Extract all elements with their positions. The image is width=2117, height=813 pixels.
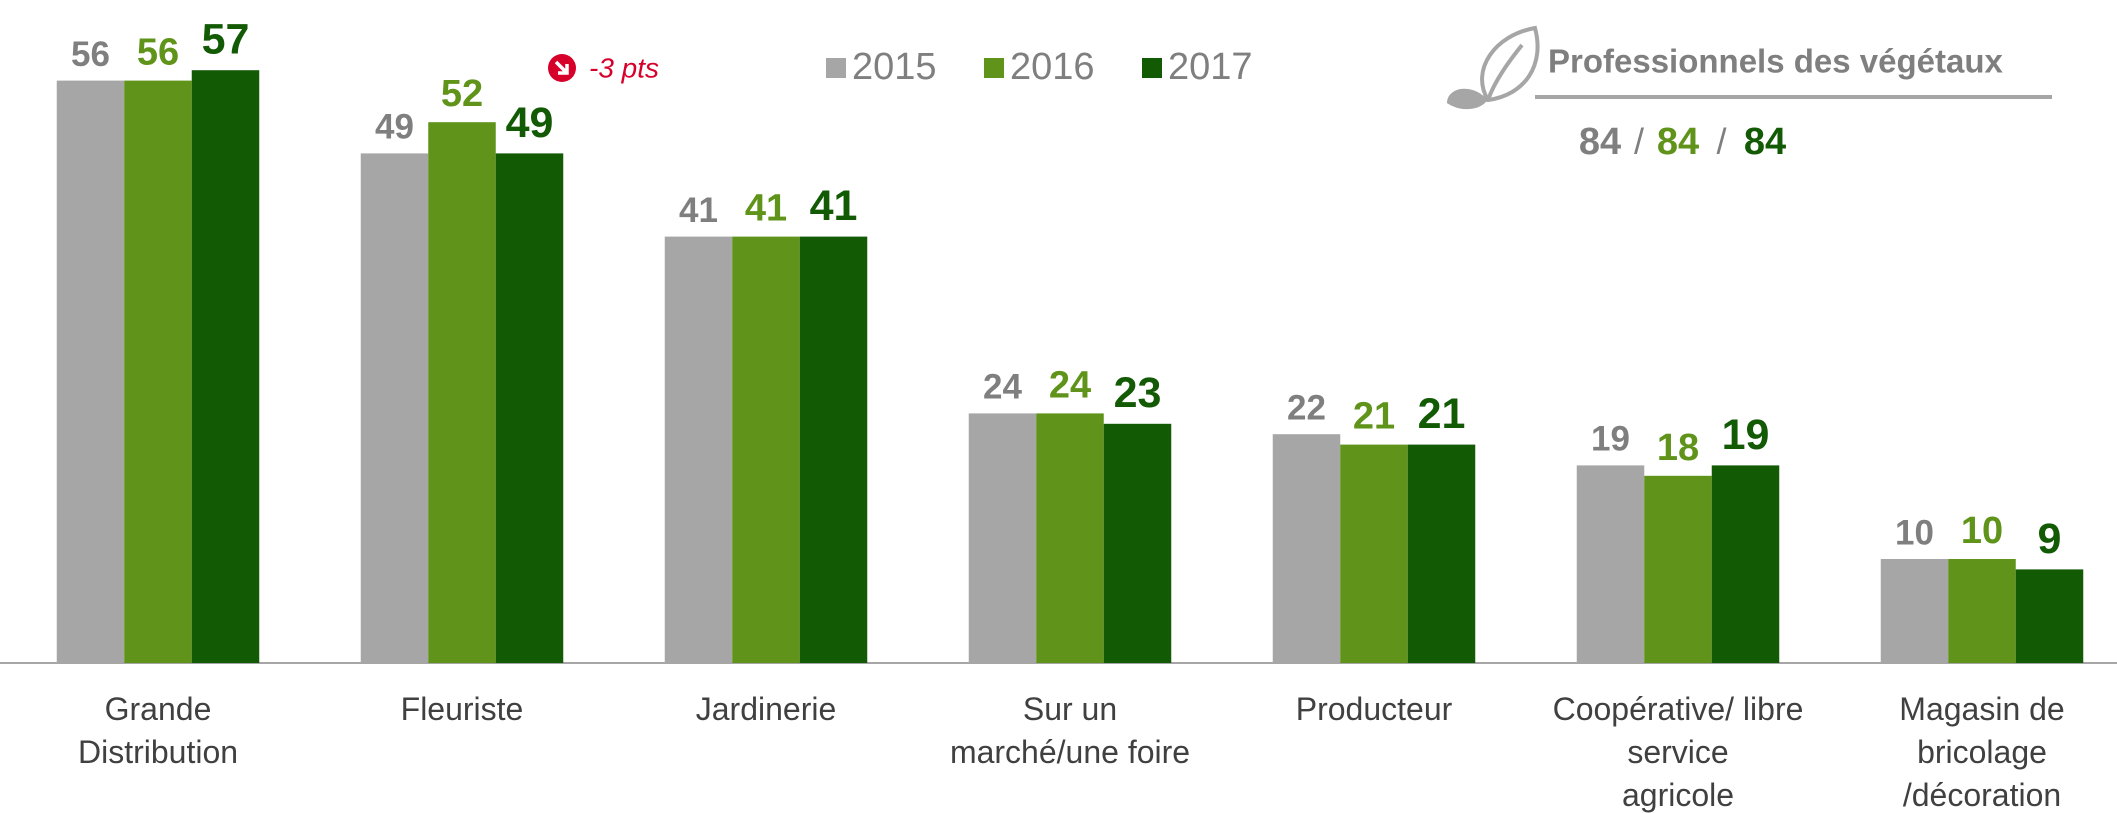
summary-separator: / (1716, 121, 1726, 162)
bar (56, 80, 125, 664)
value-label: 24 (983, 368, 1022, 407)
bar (191, 70, 260, 663)
value-label: 41 (745, 188, 787, 230)
legend-swatch (1142, 58, 1162, 78)
value-label: 21 (1418, 390, 1466, 438)
x-tick-label: Fleuriste (400, 691, 524, 727)
bar (495, 153, 564, 663)
value-label: 41 (679, 191, 718, 230)
bar (360, 153, 429, 663)
summary-separator: / (1634, 121, 1644, 162)
value-label: 24 (1049, 364, 1091, 406)
value-label: 9 (2038, 515, 2062, 563)
legend-label: 2016 (1010, 46, 1095, 88)
bar (1576, 465, 1645, 663)
bar (1272, 434, 1341, 663)
bar (732, 236, 800, 663)
value-label: 18 (1657, 427, 1699, 469)
value-label: 10 (1961, 510, 2003, 552)
value-label: 57 (202, 16, 250, 64)
legend-label: 2015 (852, 46, 937, 88)
x-tick-label: Jardinerie (695, 691, 837, 727)
bar (124, 80, 192, 664)
x-tick-label: Magasin de bricolage /décoration (1899, 691, 2065, 813)
x-tick-label: Coopérative/ libre service agricole (1552, 691, 1804, 813)
bar (1036, 413, 1104, 663)
value-label: 56 (71, 35, 110, 74)
leaf-icon (1446, 25, 1540, 109)
summary-value: 84 (1657, 121, 1699, 163)
value-label: 22 (1287, 388, 1326, 427)
legend-swatch (826, 58, 846, 78)
bar (1103, 423, 1172, 663)
x-tick-label: Sur un marché/une foire (949, 691, 1191, 770)
bar (1880, 559, 1949, 663)
x-tick-label: Grande Distribution (77, 691, 239, 770)
value-label: 52 (441, 73, 483, 115)
bar (799, 236, 868, 663)
value-label: 49 (375, 108, 414, 147)
value-label: 23 (1114, 369, 1162, 417)
bar (1711, 465, 1780, 663)
x-tick-label: Producteur (1295, 691, 1453, 727)
bar (968, 413, 1037, 663)
value-label: 56 (137, 32, 179, 74)
bar (1948, 559, 2016, 663)
annotation: -3 pts (589, 52, 659, 83)
value-label: 21 (1353, 396, 1395, 438)
summary-value: 84 (1579, 121, 1621, 163)
bar (1644, 475, 1712, 663)
bar (664, 236, 733, 663)
value-label: 19 (1591, 420, 1630, 459)
value-label: 19 (1722, 411, 1770, 459)
value-label: 10 (1895, 513, 1934, 552)
bar (1407, 444, 1476, 663)
trend-arrow (554, 60, 569, 75)
summary-value: 84 (1744, 121, 1786, 163)
value-label: 49 (506, 99, 554, 147)
value-label: 41 (810, 182, 858, 230)
bar (2015, 569, 2084, 663)
legend-swatch (984, 58, 1004, 78)
summary-title: Professionnels des végétaux (1548, 43, 2003, 80)
legend-label: 2017 (1168, 46, 1253, 88)
bar (428, 122, 496, 663)
bar (1340, 444, 1408, 663)
